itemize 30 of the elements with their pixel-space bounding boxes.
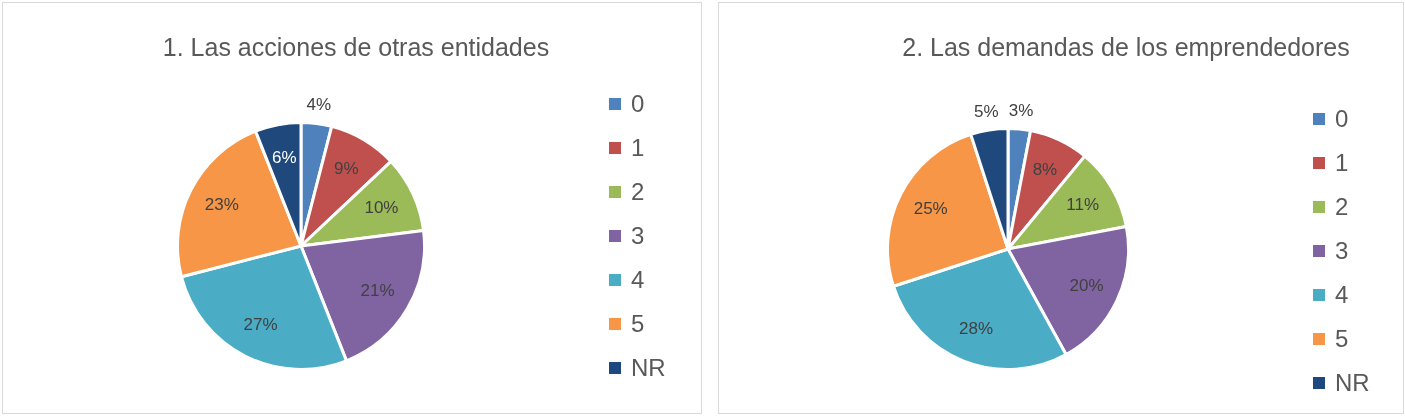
legend-label: 4 bbox=[631, 266, 645, 294]
data-label: 27% bbox=[243, 314, 278, 334]
legend-label: 0 bbox=[1335, 105, 1349, 133]
legend-label: 3 bbox=[631, 222, 645, 250]
data-label: 11% bbox=[1066, 194, 1100, 214]
chart-title: 1. Las acciones de otras entidades bbox=[162, 33, 550, 62]
data-label: 4% bbox=[306, 95, 332, 115]
legend-label: 5 bbox=[631, 310, 645, 338]
legend-label: 4 bbox=[1335, 281, 1349, 309]
data-label: 3% bbox=[1008, 100, 1034, 120]
data-label: 5% bbox=[974, 101, 999, 121]
legend-label: 5 bbox=[1335, 325, 1349, 353]
data-label: 20% bbox=[1069, 275, 1104, 295]
data-label: 23% bbox=[204, 195, 239, 215]
data-label: 28% bbox=[959, 319, 994, 339]
data-label: 9% bbox=[333, 159, 359, 179]
data-label: 8% bbox=[1032, 160, 1058, 180]
legend-label: 3 bbox=[1335, 237, 1349, 265]
legend-label: NR bbox=[1335, 369, 1370, 397]
data-label: 21% bbox=[360, 280, 395, 300]
data-label: 25% bbox=[913, 199, 948, 219]
legend-label: 2 bbox=[1335, 193, 1349, 221]
legend-label: 1 bbox=[631, 134, 645, 162]
chart-title: 2. Las demandas de los emprendedores bbox=[902, 33, 1350, 62]
legend-label: 0 bbox=[631, 90, 645, 118]
data-label: 6% bbox=[272, 148, 297, 168]
legend-label: 2 bbox=[631, 178, 645, 206]
data-label: 10% bbox=[364, 197, 399, 217]
legend-label: 1 bbox=[1335, 149, 1349, 177]
legend-label: NR bbox=[631, 354, 666, 382]
